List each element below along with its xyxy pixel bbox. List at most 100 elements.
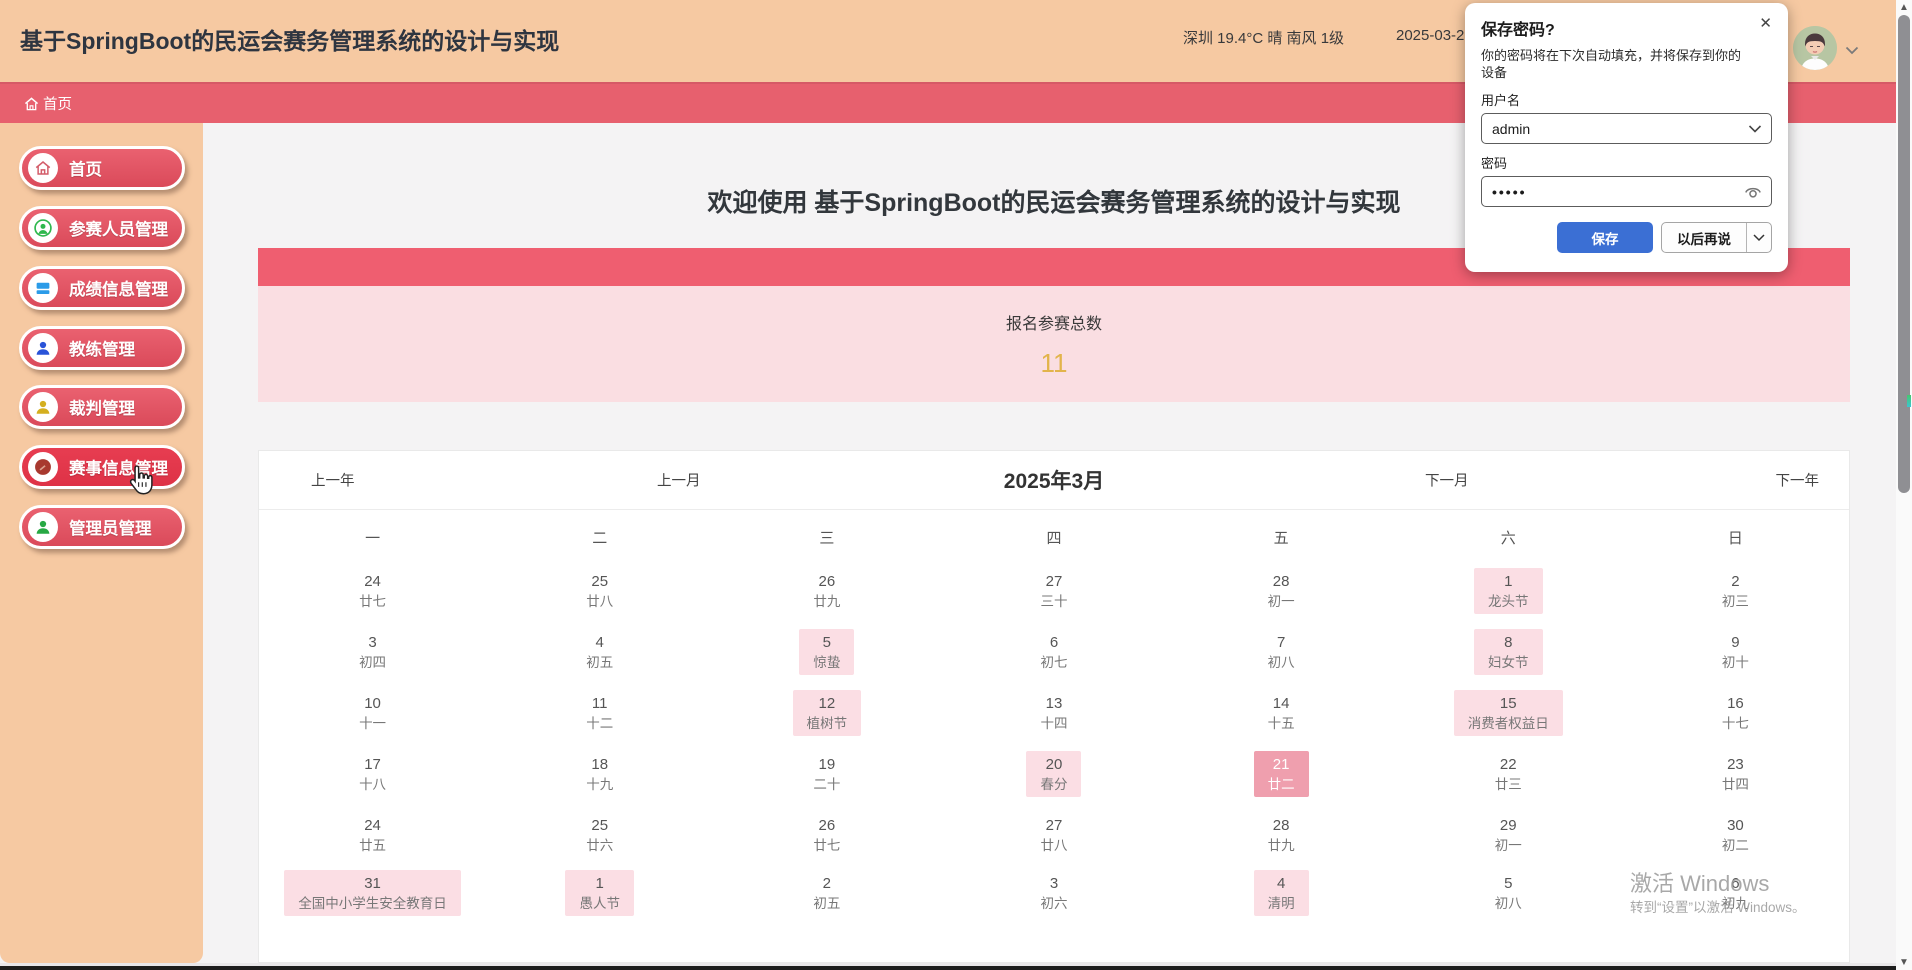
welcome-heading: 欢迎使用 基于SpringBoot的民运会赛务管理系统的设计与实现 [707,189,1401,217]
calendar-day[interactable]: 26 廿九 [799,568,854,614]
day-number: 27 [1045,817,1063,834]
day-lunar-label: 初一 [1494,838,1522,853]
sidebar-item-scores[interactable]: 成绩信息管理 [19,266,185,310]
calendar-day[interactable]: 26 廿七 [799,812,854,858]
calendar-day[interactable]: 31 全国中小学生安全教育日 [284,870,461,916]
chevron-down-icon[interactable] [1748,124,1762,133]
calendar-day[interactable]: 3 初四 [345,629,400,675]
window-bottom-edge [0,963,1912,966]
calendar-day[interactable]: 28 廿九 [1254,812,1309,858]
day-number: 27 [1045,573,1063,590]
calendar-day-cell: 25 廿六 [486,812,713,870]
calendar-day[interactable]: 30 初二 [1708,812,1763,858]
day-lunar-label: 初五 [586,655,614,670]
calendar-day[interactable]: 12 植树节 [792,690,862,736]
calendar-prev-month-button[interactable]: 上一月 [657,473,701,490]
calendar-day[interactable]: 8 妇女节 [1474,629,1543,675]
calendar-day[interactable]: 22 廿三 [1481,751,1536,797]
calendar-day[interactable]: 4 清明 [1253,870,1309,916]
calendar-day[interactable]: 5 惊蛰 [799,629,855,675]
calendar-day[interactable]: 16 十七 [1708,690,1763,736]
scrollbar-up-arrow[interactable]: ▲ [1899,2,1909,13]
reveal-password-eye-icon[interactable] [1744,185,1762,199]
calendar-day[interactable]: 6 初九 [1708,870,1763,916]
calendar-day[interactable]: 24 廿七 [345,568,400,614]
calendar-day[interactable]: 3 初六 [1026,870,1081,916]
day-lunar-label: 初九 [1721,896,1749,911]
chevron-down-icon[interactable] [1747,233,1771,242]
calendar-day[interactable]: 17 十八 [345,751,400,797]
calendar-day[interactable]: 1 愚人节 [565,870,634,916]
calendar-day[interactable]: 2 初五 [799,870,854,916]
save-button[interactable]: 保存 [1557,222,1653,253]
sidebar-item-coaches[interactable]: 教练管理 [19,326,185,370]
calendar-day[interactable]: 13 十四 [1026,690,1081,736]
calendar-weekday-row: 一二三四五六日 [259,510,1849,564]
day-lunar-label: 初四 [359,655,387,670]
day-number: 23 [1727,756,1744,773]
calendar-day-cell: 29 初一 [1395,812,1622,870]
password-input[interactable]: ••••• [1481,176,1772,207]
calendar-day[interactable]: 27 廿八 [1026,812,1081,858]
calendar-next-month-button[interactable]: 下一月 [1425,473,1469,490]
calendar-day[interactable]: 27 三十 [1026,568,1081,614]
calendar-day[interactable]: 20 春分 [1026,751,1082,797]
avatar-dropdown-chevron-icon[interactable] [1845,42,1859,60]
day-number: 24 [364,817,381,834]
breadcrumb-home[interactable]: 首页 [24,93,72,114]
calendar-day-cell: 23 廿四 [1622,751,1849,812]
coach-icon [28,333,58,363]
calendar-day[interactable]: 19 二十 [799,751,854,797]
calendar-day[interactable]: 1 龙头节 [1474,568,1543,614]
calendar-day[interactable]: 5 初八 [1481,870,1536,916]
stats-panel-body: 报名参赛总数 11 [258,286,1850,402]
vertical-scrollbar[interactable]: ▲ ▼ [1896,0,1912,970]
calendar-day-cell: 6 初九 [1622,870,1849,916]
day-number: 29 [1499,817,1517,834]
calendar-day[interactable]: 7 初八 [1254,629,1309,675]
day-number: 19 [818,756,836,773]
day-lunar-label: 廿九 [813,594,841,609]
calendar-day-cell: 28 初一 [1168,568,1395,629]
never-save-split-button[interactable]: 以后再说 [1661,222,1772,253]
sidebar-item-admins[interactable]: 管理员管理 [19,505,185,549]
calendar-day[interactable]: 28 初一 [1254,568,1309,614]
calendar-day[interactable]: 11 十二 [572,690,627,736]
sidebar-item-label: 首页 [69,161,102,179]
day-number: 11 [591,695,608,712]
scrollbar-down-arrow[interactable]: ▼ [1899,957,1909,968]
day-number: 31 [364,875,381,892]
calendar-day[interactable]: 10 十一 [345,690,400,736]
scrollbar-thumb[interactable] [1898,15,1910,493]
calendar-day[interactable]: 14 十五 [1254,690,1309,736]
calendar-day[interactable]: 2 初三 [1708,568,1763,614]
dialog-title: 保存密码? [1481,22,1555,39]
calendar-day[interactable]: 15 消费者权益日 [1453,690,1563,736]
calendar-day[interactable]: 29 初一 [1481,812,1536,858]
sidebar-item-referees[interactable]: 裁判管理 [19,385,185,429]
sidebar-item-home[interactable]: 首页 [19,146,185,190]
calendar-day[interactable]: 25 廿六 [572,812,627,858]
calendar-day[interactable]: 23 廿四 [1708,751,1763,797]
username-select[interactable]: admin [1481,113,1772,144]
sidebar-item-label: 参赛人员管理 [69,221,168,239]
calendar-day[interactable]: 24 廿五 [345,812,400,858]
sidebar-item-participants[interactable]: 参赛人员管理 [19,206,185,250]
calendar-day[interactable]: 21 廿二 [1253,751,1309,797]
calendar-day[interactable]: 25 廿八 [572,568,627,614]
day-number: 30 [1727,817,1744,834]
calendar-day[interactable]: 6 初七 [1026,629,1081,675]
sidebar-item-events[interactable]: 赛事信息管理 [19,445,185,489]
event-clock-icon [28,452,58,482]
close-icon[interactable]: ✕ [1759,15,1772,32]
calendar-day[interactable]: 4 初五 [572,629,627,675]
calendar-day-cell: 24 廿七 [259,568,486,629]
calendar-prev-year-button[interactable]: 上一年 [311,473,355,490]
day-lunar-label: 初三 [1721,594,1749,609]
day-number: 15 [1499,695,1517,712]
calendar-next-year-button[interactable]: 下一年 [1775,473,1820,490]
day-lunar-label: 十四 [1040,716,1068,731]
calendar-day[interactable]: 18 十九 [572,751,627,797]
user-avatar[interactable] [1793,26,1837,70]
calendar-day[interactable]: 9 初十 [1708,629,1763,675]
